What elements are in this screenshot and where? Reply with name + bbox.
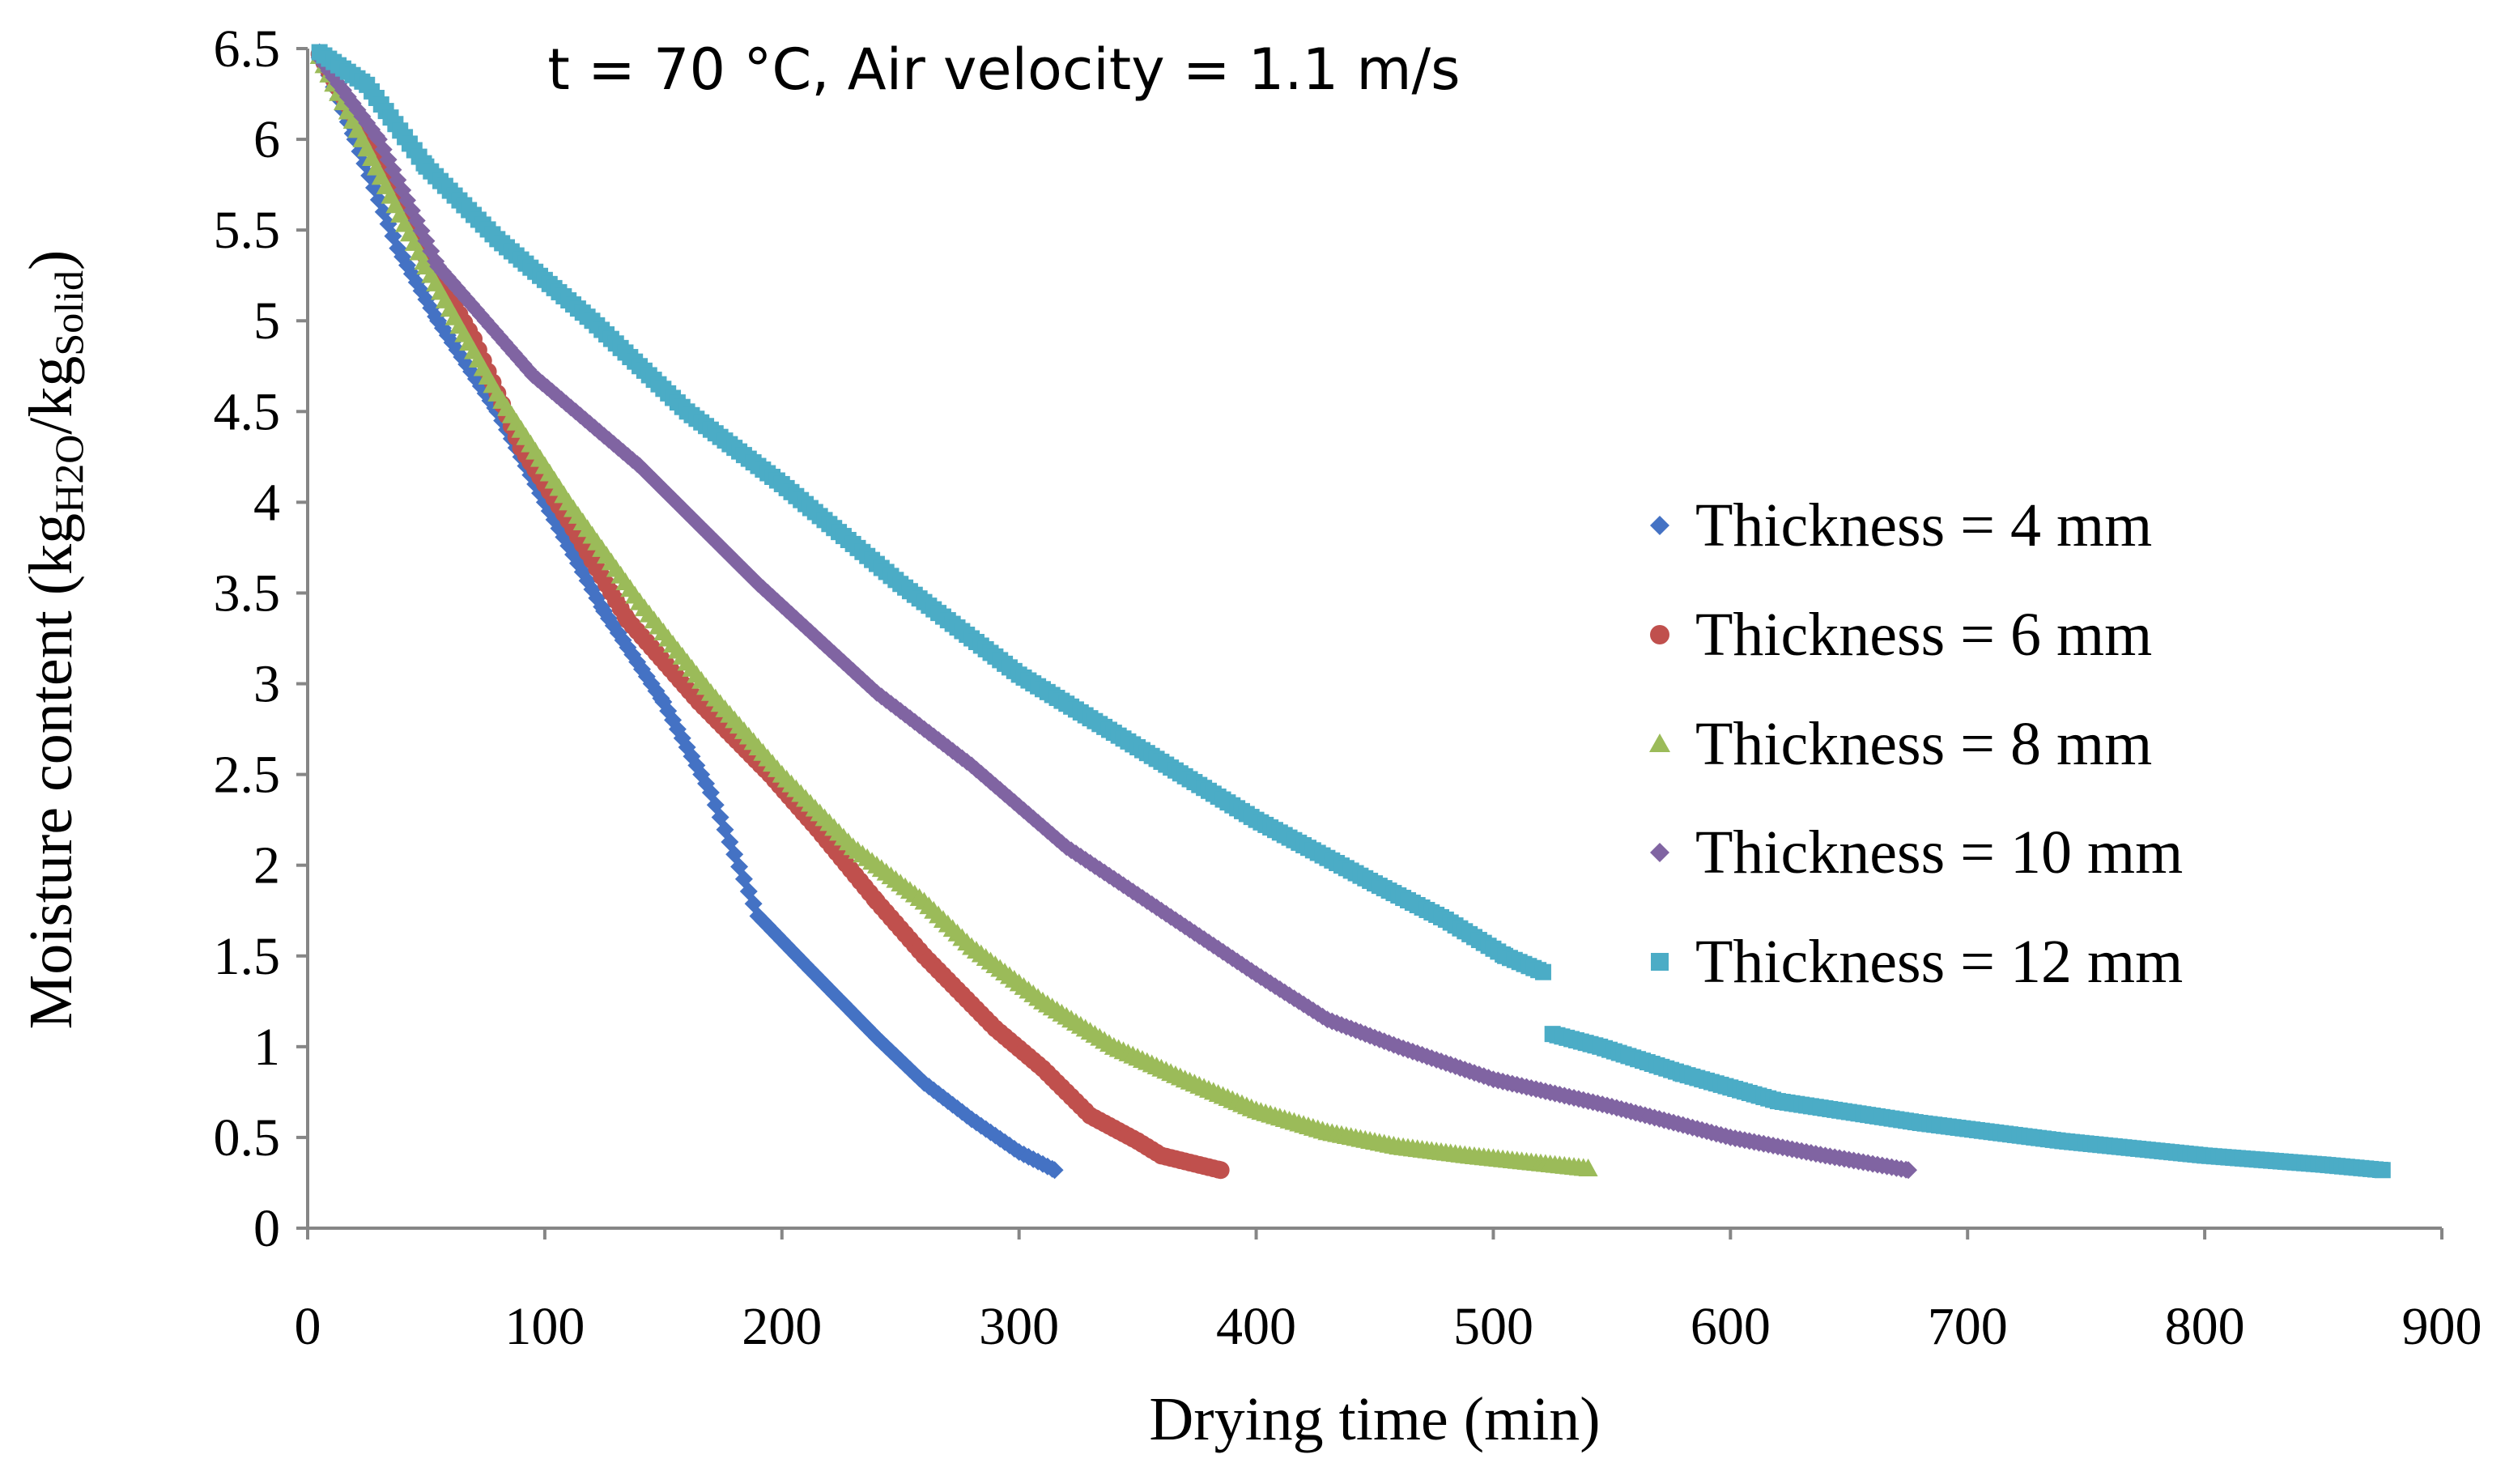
y-axis-label-mid: /kg <box>17 356 85 435</box>
x-axis-label: Drying time (min) <box>1149 1385 1600 1453</box>
y-axis-label-prefix: Moisture content (kg <box>17 513 85 1029</box>
legend-label-6mm: Thickness = 6 mm <box>1695 601 2152 669</box>
data-point <box>1045 1161 1064 1180</box>
x-tick-label: 900 <box>2402 1297 2482 1356</box>
y-tick-label: 6 <box>253 110 280 169</box>
y-tick-label: 5.5 <box>214 201 281 260</box>
y-tick-label: 3 <box>253 655 280 714</box>
legend-marker-8mm <box>1649 733 1670 752</box>
legend-item-12mm: Thickness = 12 mm <box>1651 928 2183 996</box>
y-tick-label: 2.5 <box>214 746 281 805</box>
y-tick-label: 4 <box>253 473 280 532</box>
y-tick-label: 4.5 <box>214 382 281 441</box>
y-tick-label: 0 <box>253 1199 280 1258</box>
data-point <box>1211 1161 1230 1180</box>
x-tick-label: 400 <box>1216 1297 1296 1356</box>
series-4 <box>310 49 1917 1180</box>
legend-marker-10mm <box>1650 843 1669 862</box>
x-tick-label: 500 <box>1453 1297 1533 1356</box>
y-axis-label: Moisture content (kgH2O/kgSolid) <box>17 250 91 1030</box>
data-point <box>1534 963 1551 980</box>
y-tick-label: 6.5 <box>214 19 281 79</box>
y-axis-label-sub2: Solid <box>46 270 91 356</box>
series-1 <box>310 43 1064 1180</box>
y-tick-label: 1.5 <box>214 927 281 986</box>
y-tick-label: 2 <box>253 836 280 895</box>
y-tick-label: 5 <box>253 291 280 351</box>
legend-marker-12mm <box>1651 953 1669 971</box>
x-tick-label: 100 <box>504 1297 585 1356</box>
plot-area: 0 100 200 300 400 500 600 700 800 900 0 0.5 1 1.5 2 2.… <box>214 19 2482 1356</box>
y-ticks: 0 0.5 1 1.5 2 2.5 3 3.5 4 4.5 5 5.5 6 6.5 <box>214 19 308 1258</box>
series-5 <box>311 44 2391 1179</box>
legend: Thickness = 4 mm Thickness = 6 mm Thickn… <box>1649 491 2183 996</box>
y-axis-label-sub1: H2O <box>46 435 91 513</box>
x-ticks: 0 100 200 300 400 500 600 700 800 900 <box>295 1228 2482 1356</box>
legend-label-10mm: Thickness = 10 mm <box>1695 819 2183 887</box>
y-tick-label: 1 <box>253 1018 280 1077</box>
series-3 <box>309 45 1598 1177</box>
chart-title: t = 70 °C, Air velocity = 1.1 m/s <box>547 36 1460 103</box>
x-tick-label: 300 <box>979 1297 1059 1356</box>
legend-marker-4mm <box>1650 516 1669 535</box>
series-layer <box>309 43 2391 1180</box>
data-point <box>1578 1159 1598 1177</box>
data-point <box>1899 1161 1917 1180</box>
x-tick-label: 800 <box>2165 1297 2245 1356</box>
x-tick-label: 600 <box>1691 1297 1771 1356</box>
legend-item-10mm: Thickness = 10 mm <box>1650 819 2183 887</box>
legend-item-4mm: Thickness = 4 mm <box>1650 491 2152 559</box>
y-axis-label-suffix: ) <box>17 250 85 270</box>
legend-item-8mm: Thickness = 8 mm <box>1649 710 2152 778</box>
y-tick-label: 0.5 <box>214 1108 281 1167</box>
x-tick-label: 0 <box>295 1297 321 1356</box>
legend-label-8mm: Thickness = 8 mm <box>1695 710 2152 778</box>
legend-label-12mm: Thickness = 12 mm <box>1695 928 2183 996</box>
x-tick-label: 700 <box>1928 1297 2008 1356</box>
y-tick-label: 3.5 <box>214 563 281 623</box>
x-tick-label: 200 <box>742 1297 822 1356</box>
data-point <box>2374 1162 2391 1179</box>
legend-item-6mm: Thickness = 6 mm <box>1650 601 2152 669</box>
legend-marker-6mm <box>1650 625 1669 644</box>
legend-label-4mm: Thickness = 4 mm <box>1695 491 2152 559</box>
